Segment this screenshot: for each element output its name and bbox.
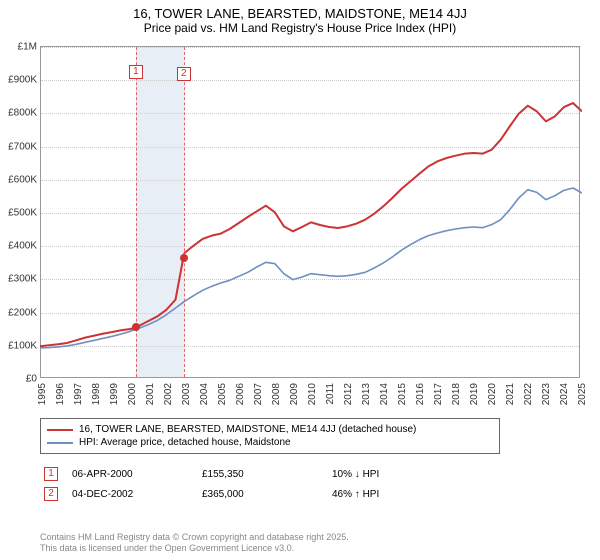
x-axis-label: 2013: [361, 383, 372, 405]
chart-lines-svg: [40, 46, 582, 380]
legend-label: HPI: Average price, detached house, Maid…: [79, 437, 291, 448]
y-axis-label: £800K: [8, 108, 37, 119]
event-delta: 46% ↑ HPI: [328, 484, 580, 504]
chart-plot-area: £0£100K£200K£300K£400K£500K£600K£700K£80…: [40, 46, 580, 378]
x-axis-label: 2006: [235, 383, 246, 405]
y-axis-label: £200K: [8, 307, 37, 318]
x-axis-label: 2024: [559, 383, 570, 405]
event-date: 06-APR-2000: [68, 464, 198, 484]
x-axis-label: 2016: [415, 383, 426, 405]
y-axis-label: £0: [26, 374, 37, 385]
event-dot: [132, 323, 140, 331]
x-axis-label: 2001: [145, 383, 156, 405]
legend-item-price-paid: 16, TOWER LANE, BEARSTED, MAIDSTONE, ME1…: [47, 423, 493, 436]
event-marker-box: 2: [177, 67, 191, 81]
x-axis-label: 2014: [379, 383, 390, 405]
legend-label: 16, TOWER LANE, BEARSTED, MAIDSTONE, ME1…: [79, 424, 416, 435]
attribution-line-1: Contains HM Land Registry data © Crown c…: [40, 532, 580, 543]
y-axis-label: £900K: [8, 75, 37, 86]
legend-box: 16, TOWER LANE, BEARSTED, MAIDSTONE, ME1…: [40, 418, 500, 454]
event-marker-box: 1: [129, 65, 143, 79]
event-dot: [180, 254, 188, 262]
legend-swatch-price-paid: [47, 429, 73, 431]
x-axis-label: 1996: [55, 383, 66, 405]
x-axis-label: 2005: [217, 383, 228, 405]
event-delta: 10% ↓ HPI: [328, 464, 580, 484]
x-axis-label: 2009: [289, 383, 300, 405]
x-axis-label: 1995: [37, 383, 48, 405]
event-line: [184, 47, 185, 377]
chart-title: 16, TOWER LANE, BEARSTED, MAIDSTONE, ME1…: [0, 0, 600, 21]
x-axis-label: 2015: [397, 383, 408, 405]
y-axis-label: £1M: [18, 42, 37, 53]
event-price: £155,350: [198, 464, 328, 484]
series-line-price_paid: [40, 103, 582, 346]
x-axis-label: 2008: [271, 383, 282, 405]
y-axis-label: £600K: [8, 174, 37, 185]
attribution-line-2: This data is licensed under the Open Gov…: [40, 543, 580, 554]
x-axis-label: 2019: [469, 383, 480, 405]
x-axis-label: 2018: [451, 383, 462, 405]
y-axis-label: £400K: [8, 241, 37, 252]
x-axis-label: 2007: [253, 383, 264, 405]
events-table: 1 06-APR-2000 £155,350 10% ↓ HPI 2 04-DE…: [40, 464, 580, 504]
y-axis-label: £500K: [8, 208, 37, 219]
x-axis-label: 2004: [199, 383, 210, 405]
x-axis-label: 2012: [343, 383, 354, 405]
event-date: 04-DEC-2002: [68, 484, 198, 504]
y-axis-label: £100K: [8, 340, 37, 351]
event-price: £365,000: [198, 484, 328, 504]
chart-subtitle: Price paid vs. HM Land Registry's House …: [0, 21, 600, 41]
y-axis-label: £700K: [8, 141, 37, 152]
x-axis-label: 1999: [109, 383, 120, 405]
x-axis-label: 1998: [91, 383, 102, 405]
x-axis-label: 2023: [541, 383, 552, 405]
event-marker-1: 1: [44, 467, 58, 481]
event-row: 1 06-APR-2000 £155,350 10% ↓ HPI: [40, 464, 580, 484]
x-axis-label: 2021: [505, 383, 516, 405]
x-axis-label: 2010: [307, 383, 318, 405]
y-axis-label: £300K: [8, 274, 37, 285]
event-row: 2 04-DEC-2002 £365,000 46% ↑ HPI: [40, 484, 580, 504]
attribution: Contains HM Land Registry data © Crown c…: [40, 532, 580, 555]
x-axis-label: 2025: [577, 383, 588, 405]
legend-swatch-hpi: [47, 442, 73, 444]
legend-item-hpi: HPI: Average price, detached house, Maid…: [47, 436, 493, 449]
x-axis-label: 2017: [433, 383, 444, 405]
x-axis-label: 2011: [325, 383, 336, 405]
x-axis-label: 1997: [73, 383, 84, 405]
x-axis-label: 2002: [163, 383, 174, 405]
series-line-hpi: [40, 188, 582, 348]
x-axis-label: 2020: [487, 383, 498, 405]
x-axis-label: 2003: [181, 383, 192, 405]
event-marker-2: 2: [44, 487, 58, 501]
x-axis-label: 2022: [523, 383, 534, 405]
x-axis-label: 2000: [127, 383, 138, 405]
